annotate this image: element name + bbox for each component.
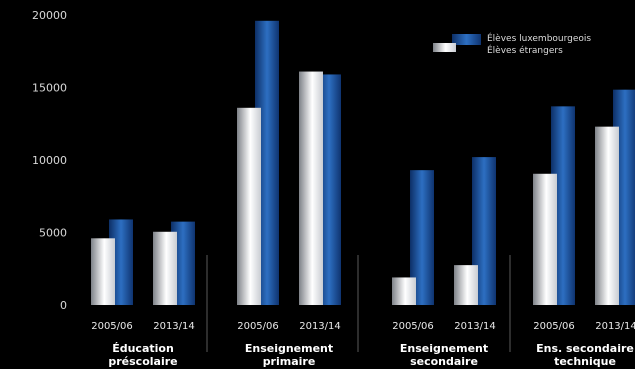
legend-swatch-luxembourgeois <box>452 34 481 45</box>
group-separators <box>206 255 511 352</box>
y-tick-label: 20000 <box>32 9 67 22</box>
bar-etrangers <box>153 231 177 305</box>
bar-etrangers <box>91 238 115 305</box>
x-tick-label: 2005/06 <box>392 321 434 332</box>
y-tick-label: 15000 <box>32 82 67 95</box>
bar-etrangers <box>454 265 478 305</box>
bars <box>91 20 635 306</box>
bar-etrangers <box>595 126 619 306</box>
legend-label-luxembourgeois: Élèves luxembourgeois <box>487 32 591 44</box>
y-axis: 0 5000 10000 15000 20000 <box>32 9 67 312</box>
x-tick-label: 2005/06 <box>237 321 279 332</box>
bar-etrangers <box>299 71 323 305</box>
y-tick-label: 0 <box>60 299 67 312</box>
y-tick-label: 5000 <box>39 227 67 240</box>
group-label: Éducation <box>112 342 174 355</box>
group-label: technique <box>554 355 616 368</box>
y-tick-label: 10000 <box>32 154 67 167</box>
group-label: secondaire <box>410 355 478 368</box>
legend-swatch-etrangers <box>433 43 456 52</box>
bar-etrangers <box>392 277 416 305</box>
x-tick-label: 2005/06 <box>533 321 575 332</box>
x-tick-label: 2013/14 <box>153 321 195 332</box>
group-label: Enseignement <box>400 342 488 355</box>
bar-etrangers <box>237 107 261 305</box>
x-tick-label: 2013/14 <box>595 321 635 332</box>
bar-etrangers <box>533 173 557 305</box>
x-tick-label: 2013/14 <box>299 321 341 332</box>
group-label: Enseignement <box>245 342 333 355</box>
x-tick-label: 2013/14 <box>454 321 496 332</box>
group-label: Ens. secondaire <box>536 342 634 355</box>
legend-label-etrangers: Élèves étrangers <box>487 44 563 56</box>
group-label: primaire <box>263 355 316 368</box>
x-tick-label: 2005/06 <box>91 321 133 332</box>
legend: Élèves luxembourgeois Élèves étrangers <box>433 32 591 56</box>
group-label: préscolaire <box>108 355 177 368</box>
